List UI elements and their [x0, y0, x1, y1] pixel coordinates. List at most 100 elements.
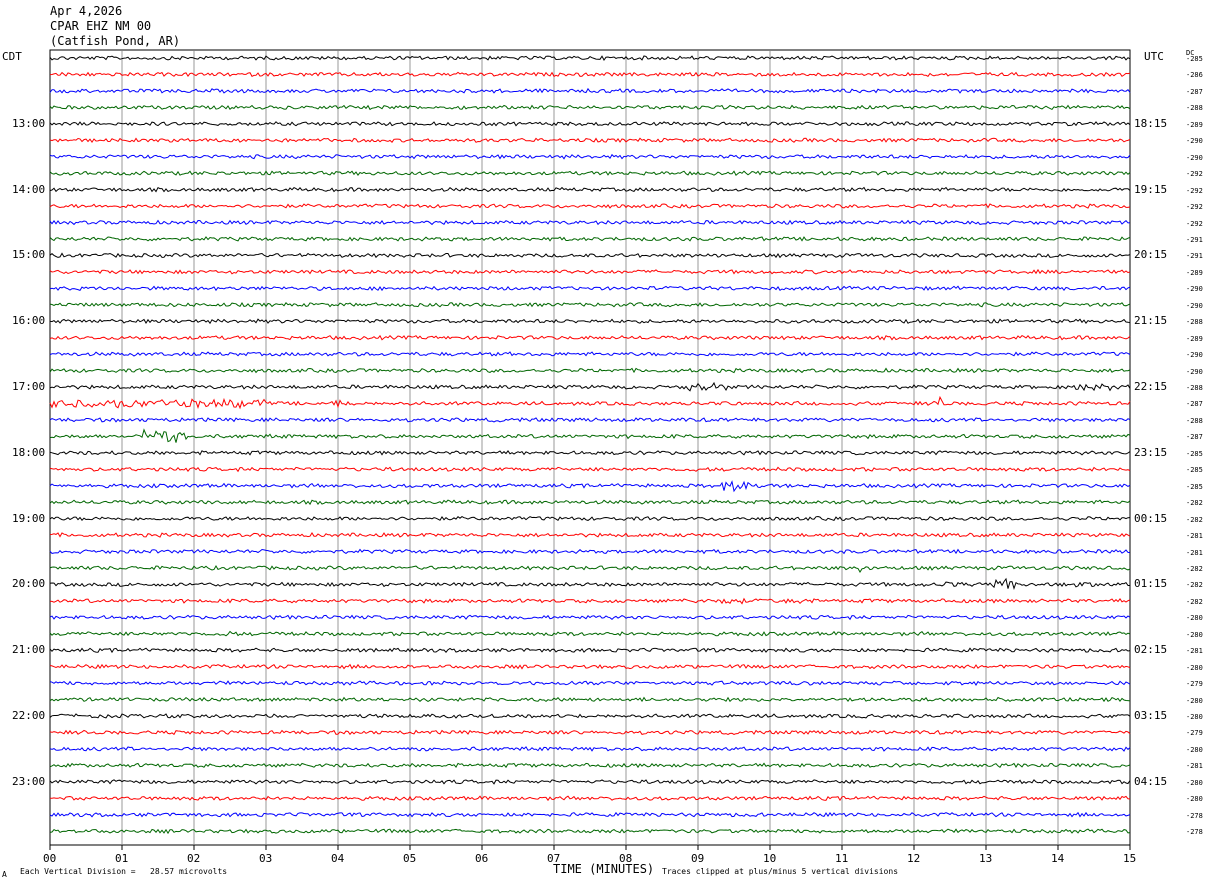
trace-2: [49, 87, 1131, 94]
left-hour-label: 23:00: [12, 774, 46, 788]
dc-offset-label: -281: [1186, 762, 1203, 771]
left-hour-label: 15:00: [12, 248, 46, 262]
trace-6: [49, 153, 1131, 160]
trace-20: [49, 381, 1131, 392]
trace-11: [49, 236, 1131, 242]
trace-5: [49, 137, 1131, 144]
dc-offset-label: -280: [1186, 630, 1203, 639]
right-hour-label: 02:15: [1134, 643, 1168, 657]
trace-30: [49, 548, 1131, 555]
seismic-traces: [49, 55, 1131, 835]
right-hour-label: 21:15: [1134, 314, 1168, 328]
dc-offset-label: -282: [1186, 564, 1203, 573]
dc-offset-label: -292: [1186, 186, 1203, 195]
left-hour-label: 18:00: [12, 445, 46, 459]
left-axis-timezone: CDT: [2, 50, 22, 63]
left-hour-label: 21:00: [12, 643, 46, 657]
right-hour-label: 19:15: [1134, 182, 1168, 196]
x-tick-label-03: 03: [259, 852, 273, 865]
left-hour-label: 14:00: [12, 182, 46, 196]
left-hour-label: 16:00: [12, 314, 46, 328]
dc-offset-label: -282: [1186, 515, 1203, 524]
dc-offset-label: -280: [1186, 713, 1203, 721]
x-tick-label-15: 15: [1123, 852, 1137, 865]
dc-offset-label: -291: [1186, 235, 1203, 244]
minute-gridlines: [121, 50, 1059, 845]
trace-8: [49, 186, 1131, 193]
trace-16: [49, 318, 1131, 325]
trace-34: [49, 614, 1131, 621]
dc-offset-label: -289: [1186, 120, 1203, 129]
dc-offset-label: -285: [1186, 466, 1203, 475]
trace-38: [49, 680, 1131, 686]
dc-offset-label: -279: [1186, 729, 1203, 738]
dc-offset-label: -280: [1186, 778, 1203, 787]
trace-29: [49, 532, 1131, 538]
x-tick-label-00: 00: [43, 852, 57, 865]
dc-offset-label: -287: [1186, 400, 1203, 409]
trace-33: [49, 597, 1131, 605]
trace-0: [49, 55, 1131, 61]
trace-25: [49, 466, 1131, 473]
dc-offset-label: -282: [1186, 597, 1203, 606]
right-hour-label: 18:15: [1134, 116, 1168, 130]
dc-offset-label: -280: [1186, 696, 1203, 705]
dc-offset-label: -280: [1186, 795, 1203, 804]
dc-offset-label: -292: [1186, 203, 1203, 212]
left-hour-label: 13:00: [12, 116, 46, 130]
dc-offset-label: -280: [1186, 614, 1203, 623]
dc-offset-label: -290: [1186, 137, 1203, 146]
trace-22: [49, 417, 1131, 423]
trace-7: [49, 170, 1131, 176]
trace-1: [49, 71, 1131, 78]
dc-offset-label: -282: [1186, 499, 1203, 508]
dc-offset-label: -290: [1186, 367, 1203, 376]
dc-offset-label: -287: [1186, 87, 1203, 96]
dc-offset-label: -278: [1186, 828, 1203, 837]
dc-offset-label: -289: [1186, 268, 1203, 277]
station-location: (Catfish Pond, AR): [50, 34, 181, 48]
trace-31: [49, 565, 1131, 573]
dc-offset-label: -288: [1186, 318, 1203, 327]
trace-37: [49, 663, 1131, 670]
trace-12: [49, 252, 1131, 259]
trace-41: [49, 729, 1131, 736]
dc-offset-label: -288: [1186, 416, 1203, 425]
x-axis-ticks: [49, 845, 1131, 850]
station-code: CPAR EHZ NM 00: [50, 19, 152, 33]
right-hour-label: 03:15: [1134, 709, 1168, 722]
trace-18: [49, 351, 1131, 357]
right-hour-label: 22:15: [1134, 380, 1168, 393]
trace-40: [49, 713, 1131, 719]
trace-19: [49, 367, 1131, 374]
left-hour-label: 22:00: [12, 709, 46, 722]
trace-24: [49, 450, 1131, 456]
dc-offset-label: -286: [1186, 71, 1203, 80]
x-axis-label: TIME (MINUTES): [553, 862, 655, 876]
trace-45: [50, 795, 1131, 802]
dc-offset-label: -287: [1186, 433, 1203, 442]
right-hour-label: 00:15: [1134, 511, 1168, 525]
right-hour-label: 20:15: [1134, 248, 1168, 262]
dc-offset-label: -292: [1186, 219, 1203, 228]
x-tick-label-08: 08: [619, 852, 633, 865]
trace-17: [49, 334, 1131, 341]
trace-3: [49, 104, 1131, 111]
x-tick-label-05: 05: [403, 852, 417, 865]
dc-offset-label: -289: [1186, 334, 1203, 343]
right-hour-label: 23:15: [1134, 445, 1168, 459]
footer-scale-note: Each Vertical Division = 28.57 microvolt…: [20, 867, 228, 876]
trace-28: [49, 515, 1131, 522]
x-tick-label-04: 04: [331, 852, 345, 865]
right-hour-label: 04:15: [1134, 774, 1168, 788]
x-tick-label-01: 01: [115, 852, 129, 865]
trace-36: [49, 647, 1131, 654]
dc-offset-label: -285: [1186, 482, 1203, 491]
trace-23: [49, 428, 1131, 443]
dc-offset-label: -285: [1186, 55, 1203, 63]
x-tick-label-14: 14: [1051, 852, 1065, 865]
trace-32: [49, 577, 1130, 591]
x-tick-label-09: 09: [691, 852, 705, 865]
left-hour-label: 20:00: [12, 577, 46, 591]
trace-26: [49, 480, 1131, 493]
